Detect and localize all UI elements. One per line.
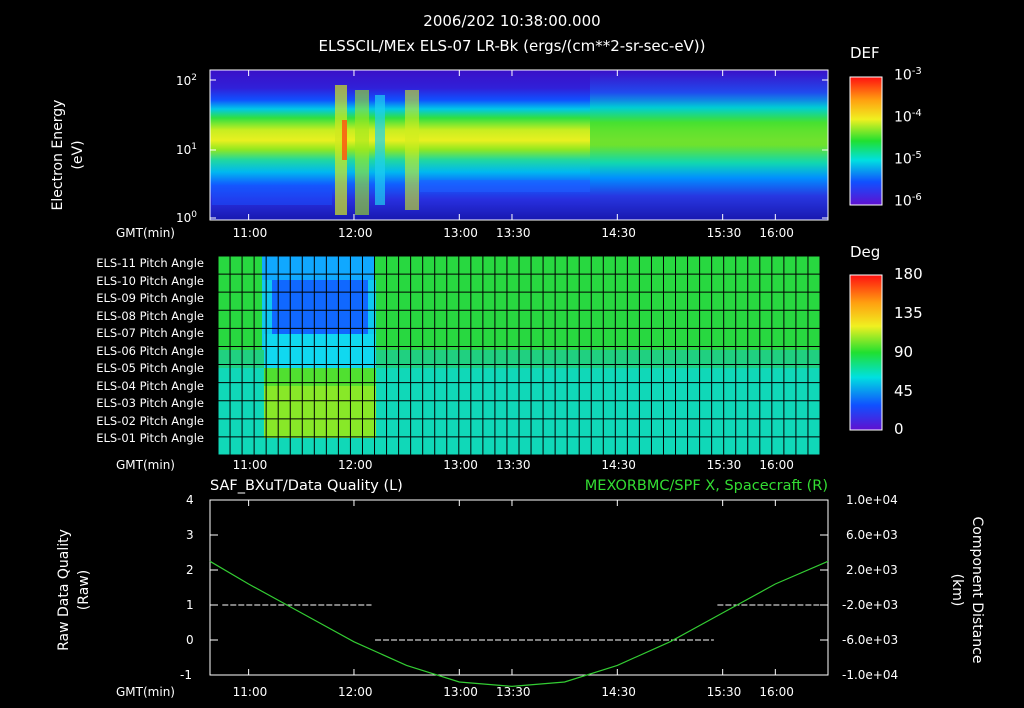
burst-1-core	[342, 120, 347, 160]
time-tick-label: 12:00	[337, 458, 373, 472]
time-tick-label: 14:30	[601, 226, 636, 240]
deg-colorbar	[849, 274, 883, 431]
deg-tick-45: 45	[894, 382, 914, 400]
p3-left-tick-4: 4	[186, 493, 194, 507]
time-tick-label: 16:00	[759, 685, 794, 699]
time-tick-label: 15:30	[706, 226, 742, 240]
deg-colorbar-title: Deg	[850, 243, 881, 261]
pa-label-06: ELS-06 Pitch Angle	[96, 343, 204, 358]
pa-label-02: ELS-02 Pitch Angle	[96, 413, 204, 428]
spectrogram-broad-band	[590, 70, 828, 220]
deg-tick-90: 90	[894, 343, 914, 361]
time-axis-label-3: GMT(min)	[116, 685, 175, 699]
p3-right-tick-1: 6.0e+03	[846, 528, 898, 542]
time-tick-label: 13:30	[495, 458, 531, 472]
time-tick-label: 11:00	[232, 458, 268, 472]
time-tick-label: 16:00	[759, 458, 794, 472]
time-tick-label: 16:00	[759, 226, 794, 240]
p3-right-tick-4: -6.0e+03	[842, 633, 899, 647]
p3-left-tick-1: 1	[186, 598, 194, 612]
burst-2	[355, 90, 369, 215]
time-tick-label: 14:30	[601, 685, 636, 699]
pa-anomaly-edge-l	[262, 280, 272, 350]
plot-timestamp: 2006/202 10:38:00.000	[423, 12, 601, 30]
time-tick-label: 13:30	[495, 226, 531, 240]
panel1-frame	[209, 69, 829, 221]
def-tick-1e-5: 10-5	[894, 150, 922, 168]
pa-label-01: ELS-01 Pitch Angle	[96, 431, 204, 445]
p3-right-tick-2: 2.0e+03	[846, 563, 898, 577]
pitch-angle-grid	[217, 255, 821, 456]
panel1-ytick-1e2: 102	[176, 73, 198, 88]
pitch-angle-row-labels: ELS-11 Pitch Angle ELS-10 Pitch Angle EL…	[4, 256, 204, 449]
time-tick-label: 12:00	[337, 226, 373, 240]
pa-label-04: ELS-04 Pitch Angle	[96, 378, 204, 393]
time-tick-label: 11:00	[232, 685, 268, 699]
spectrogram	[209, 69, 829, 221]
spacecraft-x-series	[209, 560, 829, 688]
pa-label-11: ELS-11 Pitch Angle	[96, 256, 204, 270]
def-colorbar-title: DEF	[850, 44, 880, 62]
panel3-frame	[209, 499, 829, 676]
pitch-angle-map	[210, 255, 828, 456]
time-tick-label: 15:30	[706, 458, 742, 472]
def-tick-1e-3: 10-3	[894, 66, 922, 84]
time-tick-label: 15:30	[706, 685, 742, 699]
time-tick-label: 13:00	[443, 685, 478, 699]
panel1-ytick-1e1: 101	[176, 142, 198, 157]
low-energy-band	[212, 185, 332, 205]
data-quality-series	[222, 604, 820, 641]
deg-tick-0: 0	[894, 420, 904, 438]
low-energy-band-2	[420, 180, 590, 192]
pa-anomaly-low	[264, 386, 376, 438]
time-tick-label: 14:30	[601, 458, 636, 472]
p3-right-tick-0: 1.0e+04	[846, 493, 898, 507]
p3-right-tick-5: -1.0e+04	[842, 668, 899, 682]
time-tick-label: 12:00	[337, 685, 373, 699]
pa-anomaly-core	[270, 280, 370, 334]
plot-title: ELSSCIL/MEx ELS-07 LR-Bk (ergs/(cm**2-sr…	[318, 37, 706, 55]
burst-4	[405, 90, 419, 210]
burst-1	[335, 85, 347, 215]
time-tick-label: 11:00	[232, 226, 268, 240]
deg-tick-135: 135	[894, 304, 923, 322]
time-axis-label-2: GMT(min)	[116, 458, 175, 472]
time-tick-label: 13:30	[495, 685, 531, 699]
panel3-left-ylabel: Raw Data Quality (Raw)	[56, 529, 92, 651]
time-axis-label-1: GMT(min)	[116, 226, 175, 240]
pa-label-09: ELS-09 Pitch Angle	[96, 291, 204, 305]
pa-anomaly-11	[262, 256, 374, 280]
pa-anomaly-06	[264, 334, 376, 368]
panel3-right-title: MEXORBMC/SPF X, Spacecraft (R)	[584, 478, 828, 494]
p3-right-tick-3: -2.0e+03	[842, 598, 899, 612]
def-colorbar	[849, 76, 883, 206]
pa-label-03: ELS-03 Pitch Angle	[96, 396, 204, 410]
p3-left-tick-2: 2	[186, 563, 194, 577]
def-tick-1e-6: 10-6	[894, 192, 922, 210]
time-tick-label: 13:00	[443, 458, 478, 472]
p3-left-tick-0: 0	[186, 633, 194, 647]
pa-label-08: ELS-08 Pitch Angle	[96, 308, 204, 323]
pa-label-07: ELS-07 Pitch Angle	[96, 326, 204, 340]
def-tick-1e-4: 10-4	[894, 108, 922, 126]
pa-label-10: ELS-10 Pitch Angle	[96, 273, 204, 288]
panel3-right-ylabel: Component Distance (km)	[949, 516, 985, 664]
p3-left-tick-3: 3	[186, 528, 194, 542]
line-plot	[209, 499, 829, 688]
pa-anomaly-04	[264, 368, 376, 386]
deg-tick-180: 180	[894, 265, 923, 283]
pa-label-05: ELS-05 Pitch Angle	[96, 361, 204, 375]
time-tick-label: 13:00	[443, 226, 478, 240]
panel1-ytick-1e0: 100	[176, 210, 198, 225]
panel3-left-title: SAF_BXuT/Data Quality (L)	[210, 478, 403, 494]
burst-3	[375, 95, 385, 205]
pa-anomaly-edge-r	[368, 280, 376, 350]
p3-left-tick-neg1: -1	[180, 668, 192, 682]
